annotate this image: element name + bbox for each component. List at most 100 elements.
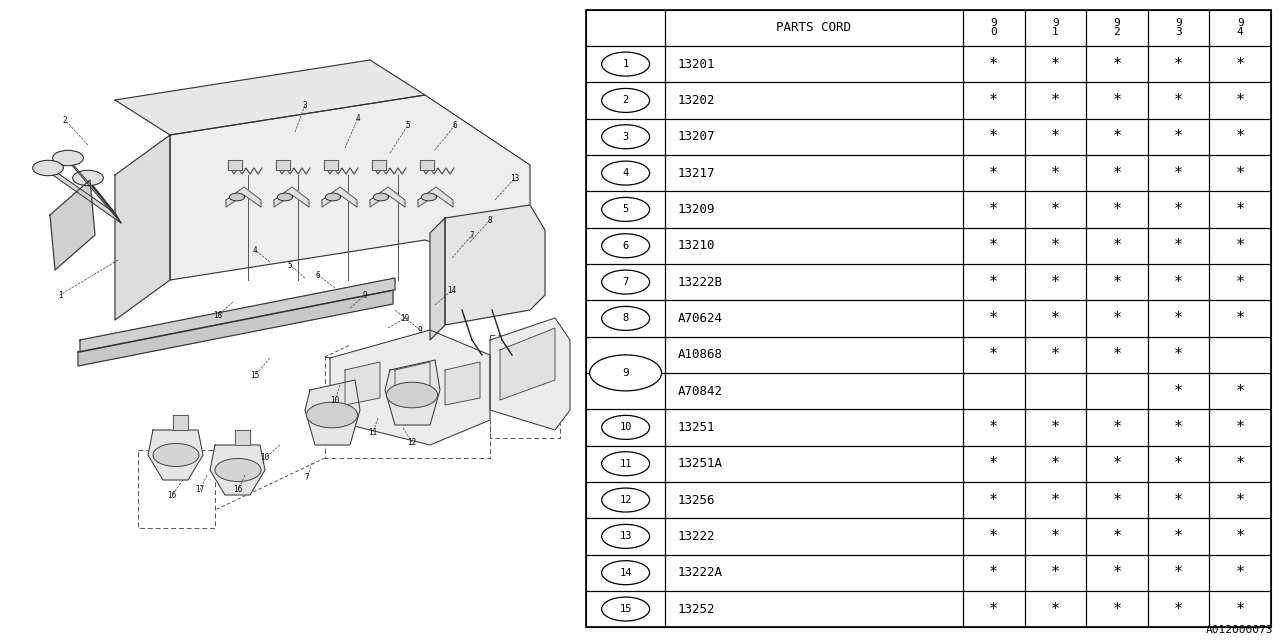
- Text: *: *: [1174, 529, 1183, 544]
- Circle shape: [602, 415, 649, 440]
- Text: *: *: [989, 456, 998, 471]
- Text: 17: 17: [196, 486, 205, 495]
- Text: *: *: [1174, 129, 1183, 144]
- Bar: [963, 409, 1024, 445]
- Bar: [1087, 591, 1148, 627]
- Bar: [1087, 228, 1148, 264]
- Bar: [666, 554, 963, 591]
- Text: *: *: [989, 420, 998, 435]
- Text: 9
3: 9 3: [1175, 18, 1181, 37]
- Bar: [1087, 155, 1148, 191]
- Text: 10: 10: [620, 422, 632, 433]
- Text: 4: 4: [252, 246, 257, 255]
- Polygon shape: [445, 362, 480, 405]
- Polygon shape: [50, 180, 95, 270]
- Text: *: *: [1235, 493, 1244, 508]
- Text: *: *: [1112, 202, 1121, 217]
- Bar: [1148, 10, 1210, 46]
- Circle shape: [602, 561, 649, 585]
- Text: *: *: [1051, 202, 1060, 217]
- Text: *: *: [1112, 456, 1121, 471]
- Bar: [1087, 83, 1148, 118]
- Circle shape: [387, 382, 438, 408]
- Circle shape: [33, 161, 64, 176]
- Bar: [1024, 118, 1087, 155]
- Bar: [586, 409, 666, 445]
- Text: *: *: [1051, 493, 1060, 508]
- Bar: [666, 83, 963, 118]
- Circle shape: [602, 234, 649, 258]
- Bar: [1087, 554, 1148, 591]
- Bar: [586, 445, 666, 482]
- Circle shape: [602, 307, 649, 330]
- Text: 15: 15: [251, 371, 260, 380]
- Text: 5: 5: [622, 204, 628, 214]
- Text: *: *: [1051, 238, 1060, 253]
- Bar: [963, 518, 1024, 554]
- Circle shape: [52, 150, 83, 166]
- Text: *: *: [1051, 56, 1060, 72]
- Bar: [1148, 46, 1210, 83]
- Bar: [1087, 518, 1148, 554]
- Bar: [963, 46, 1024, 83]
- Bar: [1024, 373, 1087, 409]
- Text: 13222: 13222: [677, 530, 714, 543]
- Text: A012000073: A012000073: [1206, 625, 1274, 635]
- Text: *: *: [1174, 565, 1183, 580]
- Text: A10868: A10868: [677, 348, 722, 361]
- Text: *: *: [989, 238, 998, 253]
- Bar: [1210, 300, 1271, 337]
- Text: 10: 10: [260, 454, 270, 463]
- Text: 5: 5: [406, 120, 411, 129]
- Bar: [1024, 591, 1087, 627]
- Text: *: *: [1174, 602, 1183, 616]
- Text: 14: 14: [620, 568, 632, 578]
- Text: 8: 8: [488, 216, 493, 225]
- Bar: [586, 10, 1271, 627]
- Text: *: *: [989, 56, 998, 72]
- Text: 9: 9: [622, 368, 628, 378]
- Bar: [1148, 83, 1210, 118]
- Text: 12: 12: [407, 438, 416, 447]
- Text: *: *: [1235, 311, 1244, 326]
- Bar: [1210, 445, 1271, 482]
- Text: 13209: 13209: [677, 203, 714, 216]
- Bar: [1087, 191, 1148, 228]
- Bar: [666, 445, 963, 482]
- Circle shape: [421, 193, 436, 201]
- Bar: [586, 46, 666, 83]
- Text: *: *: [1235, 238, 1244, 253]
- Text: 4: 4: [356, 113, 360, 122]
- Bar: [1210, 46, 1271, 83]
- Text: *: *: [989, 93, 998, 108]
- Bar: [1024, 46, 1087, 83]
- Text: 13217: 13217: [677, 166, 714, 180]
- Text: *: *: [1051, 348, 1060, 362]
- Text: 16: 16: [168, 490, 177, 499]
- Bar: [963, 482, 1024, 518]
- Bar: [1024, 445, 1087, 482]
- Bar: [963, 591, 1024, 627]
- Text: *: *: [1174, 456, 1183, 471]
- Bar: [666, 46, 963, 83]
- Text: *: *: [1112, 275, 1121, 289]
- Bar: [666, 409, 963, 445]
- Text: *: *: [1112, 565, 1121, 580]
- Bar: [963, 337, 1024, 373]
- Bar: [666, 518, 963, 554]
- Text: *: *: [1174, 56, 1183, 72]
- Bar: [1087, 300, 1148, 337]
- Text: *: *: [1235, 56, 1244, 72]
- Text: 7: 7: [622, 277, 628, 287]
- Bar: [1210, 518, 1271, 554]
- Text: 13202: 13202: [677, 94, 714, 107]
- Bar: [586, 482, 666, 518]
- Bar: [1024, 337, 1087, 373]
- Bar: [586, 518, 666, 554]
- Bar: [666, 228, 963, 264]
- Text: 10: 10: [330, 396, 339, 404]
- Circle shape: [374, 193, 389, 201]
- Text: *: *: [1235, 129, 1244, 144]
- Circle shape: [590, 355, 662, 391]
- Bar: [666, 264, 963, 300]
